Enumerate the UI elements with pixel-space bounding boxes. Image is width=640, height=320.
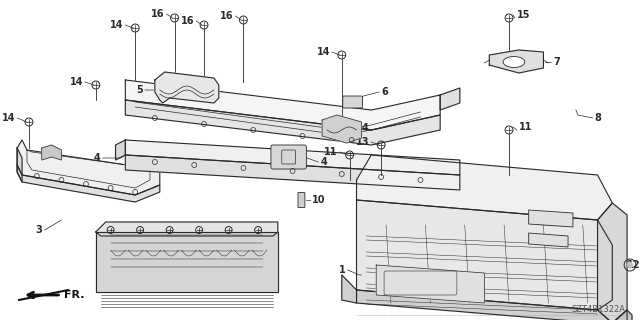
Text: 12: 12 [627, 260, 640, 270]
Text: 16: 16 [180, 16, 194, 26]
Polygon shape [356, 200, 612, 310]
Polygon shape [376, 265, 484, 303]
Text: 4: 4 [362, 123, 368, 133]
Text: 1: 1 [339, 265, 346, 275]
FancyBboxPatch shape [298, 193, 305, 207]
Text: 10: 10 [312, 195, 326, 205]
Polygon shape [342, 275, 356, 303]
Text: 15: 15 [517, 10, 531, 20]
Text: 14: 14 [316, 47, 330, 57]
Polygon shape [356, 290, 627, 320]
Text: 4: 4 [320, 157, 327, 167]
Text: 11: 11 [519, 122, 532, 132]
Polygon shape [17, 148, 22, 182]
Text: 5: 5 [136, 85, 143, 95]
Text: 3: 3 [35, 225, 42, 235]
Text: 16: 16 [220, 11, 234, 21]
Text: 8: 8 [595, 113, 602, 123]
Text: 2: 2 [389, 280, 396, 290]
Text: 14: 14 [70, 77, 83, 87]
Polygon shape [125, 100, 440, 145]
Text: SZT4B1322A: SZT4B1322A [571, 305, 625, 314]
Polygon shape [17, 165, 160, 202]
Text: 13: 13 [356, 137, 369, 147]
Polygon shape [529, 210, 573, 227]
FancyBboxPatch shape [271, 145, 307, 169]
Ellipse shape [503, 57, 525, 68]
Polygon shape [42, 145, 61, 160]
Polygon shape [356, 155, 612, 220]
Polygon shape [125, 155, 460, 190]
Polygon shape [322, 115, 362, 143]
Polygon shape [155, 72, 219, 103]
Polygon shape [125, 80, 440, 130]
Polygon shape [96, 232, 278, 292]
Polygon shape [125, 140, 460, 175]
Polygon shape [529, 233, 568, 247]
Polygon shape [115, 140, 125, 160]
Text: 4: 4 [94, 153, 100, 163]
Text: 7: 7 [554, 57, 560, 67]
Polygon shape [612, 310, 632, 320]
Polygon shape [96, 222, 278, 236]
Text: 14: 14 [110, 20, 124, 30]
Text: 14: 14 [2, 113, 15, 123]
Text: FR.: FR. [65, 290, 85, 300]
Polygon shape [598, 203, 627, 320]
Circle shape [627, 262, 633, 268]
Text: 6: 6 [381, 87, 388, 97]
Text: 11: 11 [324, 147, 338, 157]
Polygon shape [490, 50, 543, 73]
FancyBboxPatch shape [343, 96, 362, 108]
Polygon shape [17, 140, 160, 195]
Text: 16: 16 [151, 9, 164, 19]
Polygon shape [440, 88, 460, 110]
